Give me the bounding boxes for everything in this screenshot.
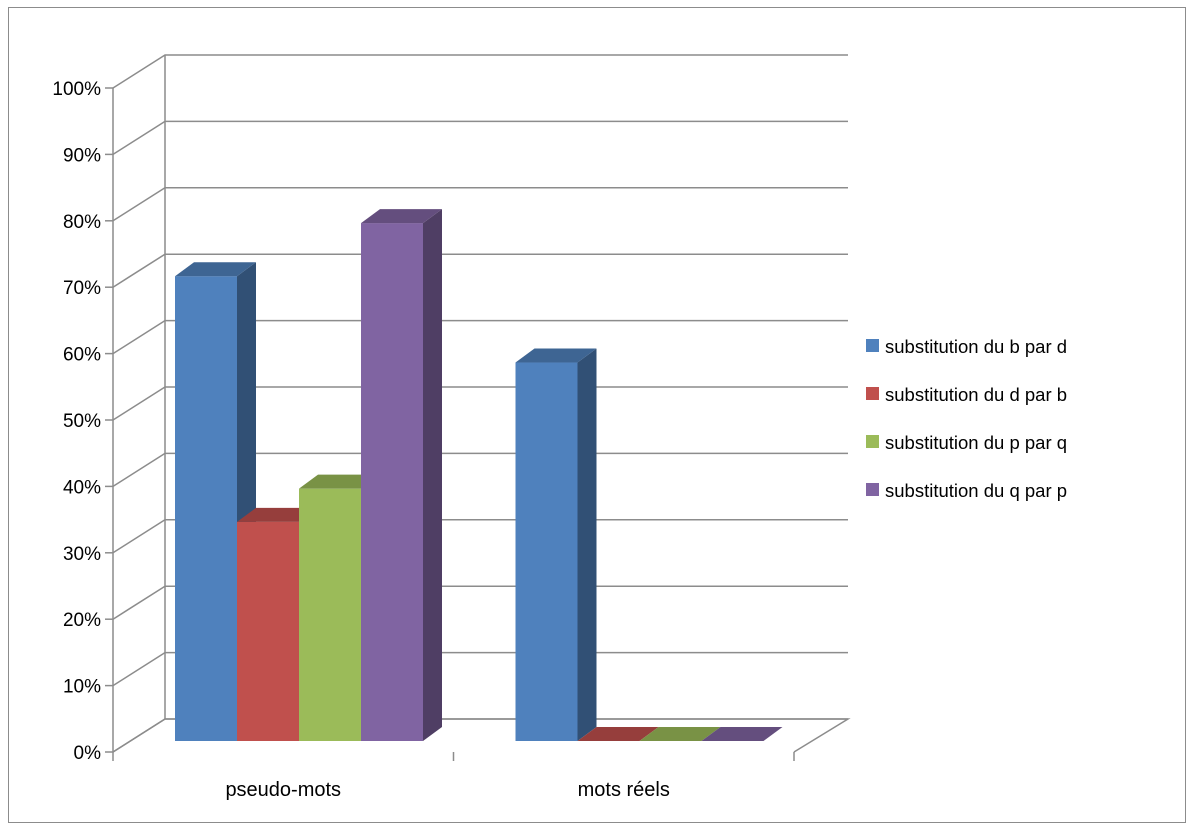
- bar-front: [299, 488, 361, 741]
- y-tick-label: 20%: [63, 610, 101, 631]
- bar-front: [515, 362, 578, 741]
- gridline: [112, 54, 848, 89]
- bar-top: [299, 474, 380, 489]
- legend-swatch: [866, 435, 879, 448]
- y-tick-label: 60%: [63, 345, 101, 366]
- bar-top: [577, 727, 659, 741]
- x-category-label: pseudo-mots: [225, 779, 341, 801]
- x-axis-category-labels: pseudo-mots mots réels: [225, 779, 669, 801]
- y-tick-label: 10%: [63, 677, 101, 698]
- bar-side: [423, 209, 442, 741]
- bar-top: [175, 262, 256, 277]
- bar-top: [639, 727, 721, 741]
- y-tick-label: 30%: [63, 544, 101, 565]
- legend-label: substitution du d par b: [885, 384, 1067, 405]
- bar-front: [361, 223, 423, 741]
- y-tick-label: 70%: [63, 278, 101, 299]
- bar-top: [515, 348, 597, 363]
- bar-front: [237, 521, 299, 741]
- gridline: [112, 120, 848, 156]
- bar-top: [361, 209, 442, 224]
- gridline: [112, 187, 848, 222]
- legend-swatch: [866, 387, 879, 400]
- bar-top: [237, 507, 318, 522]
- bar-side: [577, 348, 597, 741]
- axes: [105, 55, 795, 761]
- bar-front: [175, 276, 237, 741]
- bar-top: [701, 727, 783, 741]
- x-category-label: mots réels: [578, 779, 670, 801]
- legend-label: substitution du p par q: [885, 432, 1067, 453]
- y-tick-label: 0%: [74, 743, 102, 764]
- y-tick-label: 100%: [52, 79, 101, 100]
- y-tick-label: 50%: [63, 411, 101, 432]
- y-tick-label: 90%: [63, 145, 101, 166]
- y-tick-label: 40%: [63, 477, 101, 498]
- y-axis-tick-labels: 0% 10% 20% 30% 40% 50% 60% 70% 80% 90% 100%: [52, 79, 101, 764]
- legend-label: substitution du q par p: [885, 480, 1067, 501]
- y-tick-label: 80%: [63, 212, 101, 233]
- legend-swatch: [866, 483, 879, 496]
- legend: substitution du b par d substitution du d…: [866, 336, 1067, 501]
- legend-swatch: [866, 339, 879, 352]
- bars: [175, 209, 783, 741]
- legend-label: substitution du b par d: [885, 336, 1067, 357]
